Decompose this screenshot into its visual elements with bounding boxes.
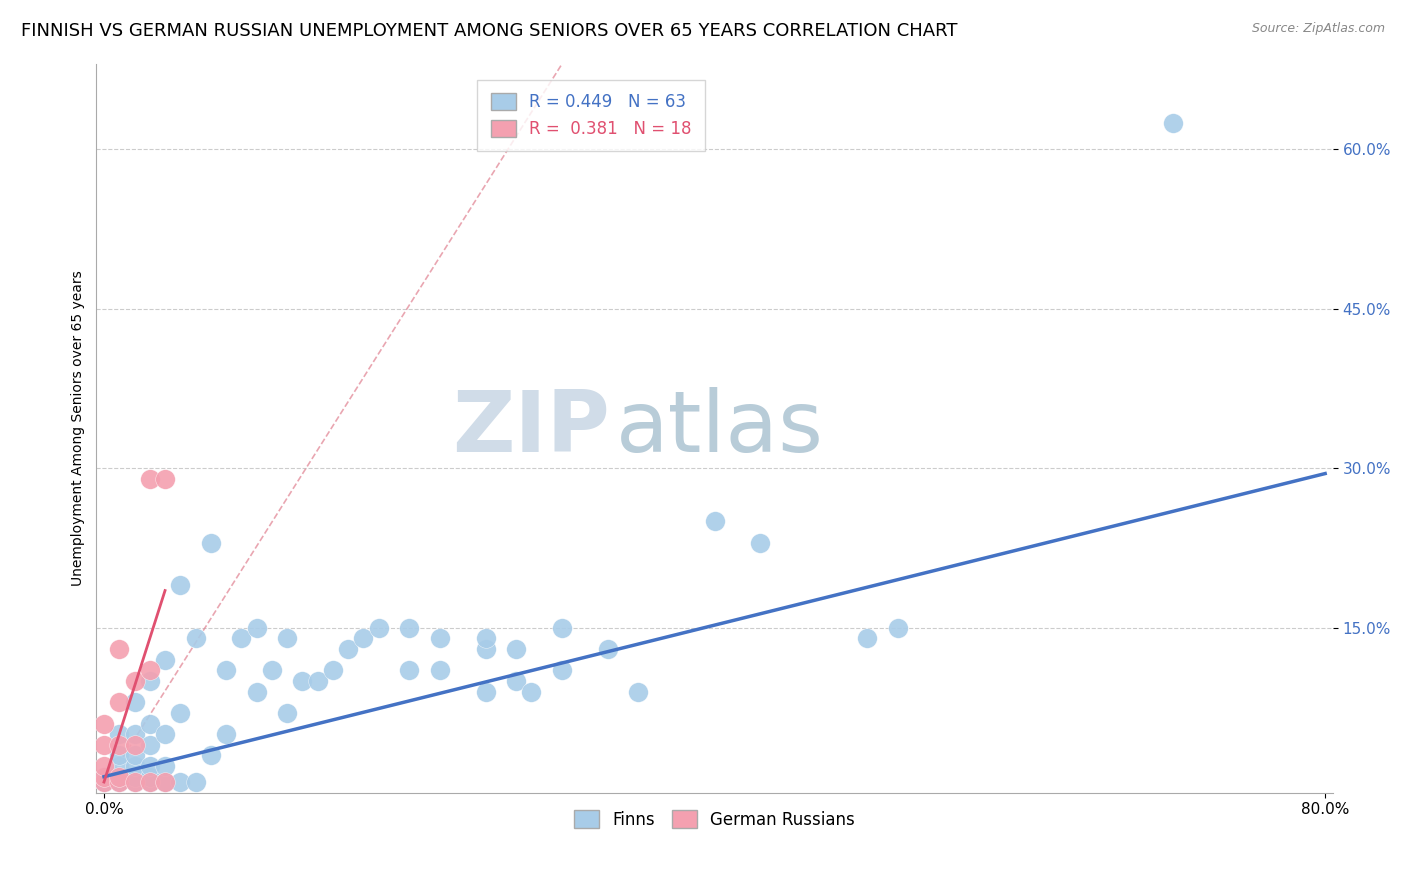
- Point: [353, 632, 375, 646]
- Point: [520, 684, 543, 698]
- Point: [139, 673, 162, 688]
- Point: [627, 684, 650, 698]
- Point: [108, 695, 131, 709]
- Point: [108, 748, 131, 763]
- Point: [139, 472, 162, 486]
- Point: [124, 727, 146, 741]
- Point: [153, 472, 176, 486]
- Point: [93, 775, 115, 789]
- Point: [856, 632, 879, 646]
- Point: [93, 775, 115, 789]
- Point: [108, 770, 131, 784]
- Point: [139, 770, 162, 784]
- Point: [93, 770, 115, 784]
- Point: [505, 673, 527, 688]
- Point: [200, 748, 222, 763]
- Point: [703, 515, 725, 529]
- Point: [260, 663, 283, 677]
- Legend: Finns, German Russians: Finns, German Russians: [568, 804, 862, 835]
- Point: [139, 738, 162, 752]
- Point: [124, 748, 146, 763]
- Point: [153, 775, 176, 789]
- Point: [291, 673, 314, 688]
- Point: [108, 770, 131, 784]
- Point: [276, 706, 298, 720]
- Point: [276, 632, 298, 646]
- Point: [551, 621, 574, 635]
- Point: [1161, 115, 1184, 129]
- Point: [153, 727, 176, 741]
- Point: [367, 621, 389, 635]
- Point: [246, 684, 269, 698]
- Point: [551, 663, 574, 677]
- Point: [124, 775, 146, 789]
- Point: [139, 775, 162, 789]
- Point: [93, 759, 115, 773]
- Point: [153, 759, 176, 773]
- Point: [108, 759, 131, 773]
- Point: [93, 716, 115, 731]
- Point: [429, 663, 451, 677]
- Point: [124, 775, 146, 789]
- Point: [108, 775, 131, 789]
- Point: [169, 775, 191, 789]
- Point: [93, 738, 115, 752]
- Point: [124, 738, 146, 752]
- Point: [474, 632, 496, 646]
- Point: [474, 684, 496, 698]
- Text: Source: ZipAtlas.com: Source: ZipAtlas.com: [1251, 22, 1385, 36]
- Point: [139, 759, 162, 773]
- Y-axis label: Unemployment Among Seniors over 65 years: Unemployment Among Seniors over 65 years: [72, 270, 86, 586]
- Point: [337, 642, 360, 657]
- Point: [749, 535, 772, 549]
- Point: [139, 663, 162, 677]
- Point: [200, 535, 222, 549]
- Point: [474, 642, 496, 657]
- Point: [429, 632, 451, 646]
- Point: [153, 653, 176, 667]
- Point: [246, 621, 269, 635]
- Text: FINNISH VS GERMAN RUSSIAN UNEMPLOYMENT AMONG SENIORS OVER 65 YEARS CORRELATION C: FINNISH VS GERMAN RUSSIAN UNEMPLOYMENT A…: [21, 22, 957, 40]
- Point: [139, 716, 162, 731]
- Point: [124, 770, 146, 784]
- Point: [108, 727, 131, 741]
- Point: [139, 775, 162, 789]
- Point: [124, 695, 146, 709]
- Point: [307, 673, 329, 688]
- Point: [215, 663, 238, 677]
- Point: [215, 727, 238, 741]
- Point: [93, 770, 115, 784]
- Point: [124, 673, 146, 688]
- Point: [184, 775, 207, 789]
- Text: atlas: atlas: [616, 387, 824, 470]
- Point: [505, 642, 527, 657]
- Point: [108, 642, 131, 657]
- Point: [108, 775, 131, 789]
- Point: [398, 621, 420, 635]
- Text: ZIP: ZIP: [451, 387, 609, 470]
- Point: [596, 642, 619, 657]
- Point: [887, 621, 910, 635]
- Point: [124, 759, 146, 773]
- Point: [169, 578, 191, 592]
- Point: [169, 706, 191, 720]
- Point: [184, 632, 207, 646]
- Point: [108, 738, 131, 752]
- Point: [398, 663, 420, 677]
- Point: [231, 632, 253, 646]
- Point: [153, 775, 176, 789]
- Point: [322, 663, 344, 677]
